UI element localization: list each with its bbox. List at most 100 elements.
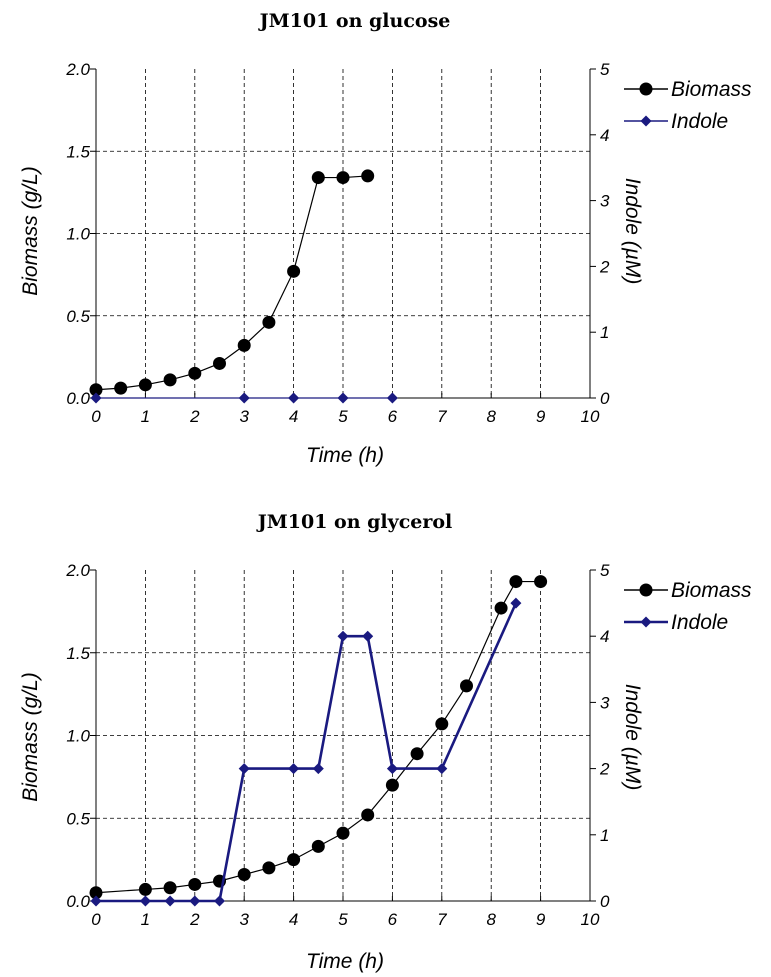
data-point-biomass [410,747,424,761]
legend-label: Indole [671,611,728,634]
chart-title: JM101 on glucose [258,10,451,32]
chart-panel-glycerol: JM101 on glycerol Biomass (g/L) Indole (… [19,511,752,973]
legend-marker-biomass [639,583,653,597]
x-tick-label: 5 [338,407,348,426]
y-tick-label-left: 1.0 [66,727,90,746]
x-tick-label: 3 [239,910,249,929]
y-axis-label-left: Biomass (g/L) [19,166,42,296]
data-point-biomass [311,839,325,853]
y-tick-label-left: 1.0 [66,225,90,244]
data-point-biomass [494,601,508,615]
data-point-biomass [89,886,103,900]
legend-label: Biomass [671,579,752,602]
data-point-biomass [213,356,226,370]
x-tick-label: 0 [91,910,101,929]
y-tick-label-left: 2.0 [65,60,90,79]
x-tick-label: 8 [486,407,496,426]
y-tick-label-right: 5 [600,60,610,79]
y-tick-label-right: 0 [600,389,610,408]
y-axis-label-left: Biomass (g/L) [19,672,42,802]
legend-label: Indole [671,110,728,133]
y-tick-label-right: 1 [600,323,609,342]
data-point-biomass [163,881,177,895]
data-point-indole [90,392,102,404]
legend-label: Biomass [671,78,752,101]
data-point-indole [189,895,201,907]
x-tick-label: 10 [581,910,600,929]
data-point-biomass [311,171,325,185]
data-point-indole [337,392,349,404]
y-tick-label-right: 4 [600,126,609,145]
x-tick-label: 1 [141,910,150,929]
x-tick-label: 9 [536,407,546,426]
data-point-biomass [534,575,548,589]
legend-marker-biomass [639,82,653,96]
y-tick-label-right: 2 [599,760,610,779]
series-line-biomass [95,175,368,391]
data-point-indole [139,895,151,907]
x-tick-label: 1 [141,407,150,426]
data-point-indole [90,895,102,907]
x-tick-label: 3 [239,407,249,426]
x-tick-label: 4 [289,407,298,426]
x-tick-label: 7 [437,407,447,426]
x-tick-label: 2 [189,407,200,426]
data-point-biomass [237,338,251,352]
data-point-biomass [509,575,523,589]
data-point-indole [386,392,398,404]
data-point-biomass [237,868,251,882]
y-tick-label-left: 0.0 [66,892,90,911]
legend-marker-indole [640,616,652,628]
x-axis-label: Time (h) [306,950,384,973]
data-point-biomass [188,877,202,891]
data-point-biomass [262,861,276,875]
data-point-biomass [89,383,103,397]
data-point-indole [164,895,176,907]
data-point-biomass [287,264,301,278]
x-tick-label: 5 [338,910,348,929]
y-tick-label-right: 3 [600,192,610,211]
y-tick-label-left: 0.5 [66,307,90,326]
x-tick-label: 4 [289,910,298,929]
data-point-biomass [336,171,350,185]
x-tick-label: 6 [388,910,398,929]
chart-title: JM101 on glycerol [256,511,453,533]
x-tick-label: 8 [486,910,496,929]
data-point-biomass [138,378,152,392]
data-point-biomass [287,853,301,867]
x-tick-label: 7 [437,910,447,929]
y-axis-label-right: Indole (µM) [621,684,644,791]
data-point-indole [288,392,300,404]
y-tick-label-right: 4 [600,627,609,646]
x-tick-label: 2 [189,910,200,929]
y-tick-label-left: 0.0 [66,389,90,408]
data-point-biomass [114,381,128,395]
x-axis-label: Time (h) [306,444,384,467]
data-point-indole [510,597,522,609]
data-point-indole [386,763,398,775]
data-point-biomass [138,882,152,896]
data-point-biomass [460,679,473,693]
x-tick-label: 6 [388,407,398,426]
data-point-biomass [262,315,276,329]
chart-panel-glucose: JM101 on glucose Biomass (g/L) Indole (µ… [19,10,752,467]
data-point-indole [337,630,349,642]
data-point-indole [214,895,225,907]
data-point-biomass [188,366,202,380]
y-tick-label-right: 3 [600,693,610,712]
y-tick-label-right: 0 [600,892,610,911]
y-tick-label-right: 1 [600,826,609,845]
y-axis-label-right: Indole (µM) [621,178,644,285]
data-point-indole [362,630,374,642]
data-point-indole [312,763,324,775]
y-tick-label-left: 1.5 [66,142,90,161]
y-tick-label-left: 2.0 [65,561,90,580]
y-tick-label-right: 2 [599,257,610,276]
y-tick-label-right: 5 [600,561,610,580]
data-point-biomass [385,778,399,792]
data-point-biomass [435,717,449,731]
x-tick-label: 9 [536,910,546,929]
data-point-indole [288,763,300,775]
data-point-indole [238,763,250,775]
